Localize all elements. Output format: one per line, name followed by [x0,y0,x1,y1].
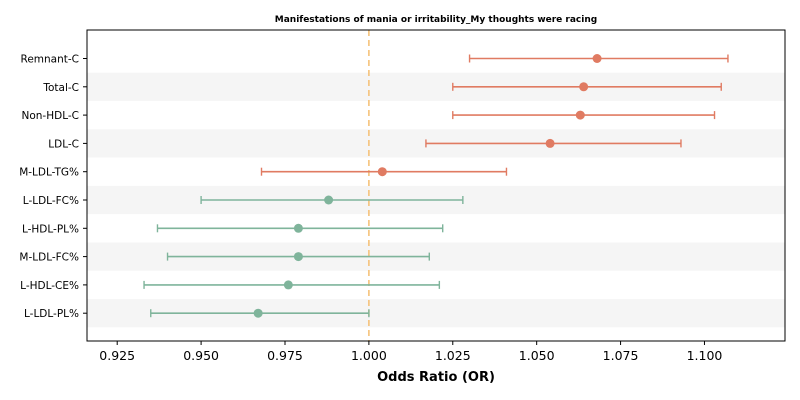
x-axis-label: Odds Ratio (OR) [377,370,495,385]
x-tick-label: 1.025 [435,348,471,363]
odds-ratio-point [545,138,555,148]
y-category-label: Remnant-C [21,54,80,66]
y-category-label: Non-HDL-C [22,110,80,122]
y-category-label: L-LDL-FC% [23,195,79,207]
y-category-label: Total-C [42,82,79,94]
odds-ratio-point [293,223,303,233]
x-tick-label: 0.925 [99,348,135,363]
odds-ratio-point [377,167,387,177]
y-category-label: M-LDL-TG% [19,167,79,179]
odds-ratio-point [253,308,263,318]
odds-ratio-point [324,195,334,205]
odds-ratio-point [575,110,585,120]
x-axis-ticks: 0.925 0.950 0.975 1.000 1.025 1.050 1.075 1.100 [99,341,722,363]
estimate-marks [143,54,729,318]
chart-title: Manifestations of mania or irritability_… [275,15,597,25]
x-tick-label: 0.975 [267,348,303,363]
y-category-label: L-HDL-PL% [22,223,79,235]
odds-ratio-point [283,280,293,290]
odds-ratio-point [293,252,303,262]
x-tick-label: 1.050 [519,348,555,363]
x-tick-label: 1.000 [351,348,387,363]
x-tick-label: 1.100 [687,348,723,363]
x-tick-label: 0.950 [183,348,219,363]
y-category-label: LDL-C [48,138,79,150]
odds-ratio-point [579,82,589,92]
x-tick-label: 1.075 [603,348,639,363]
y-category-label: M-LDL-FC% [19,252,79,264]
y-category-label: L-HDL-CE% [20,280,79,292]
plot-frame [86,29,786,342]
y-category-labels: Remnant-C Total-C Non-HDL-C LDL-C M-LDL-TG% L… [19,54,87,320]
odds-ratio-point [592,54,602,63]
y-category-label: L-LDL-PL% [24,308,79,320]
